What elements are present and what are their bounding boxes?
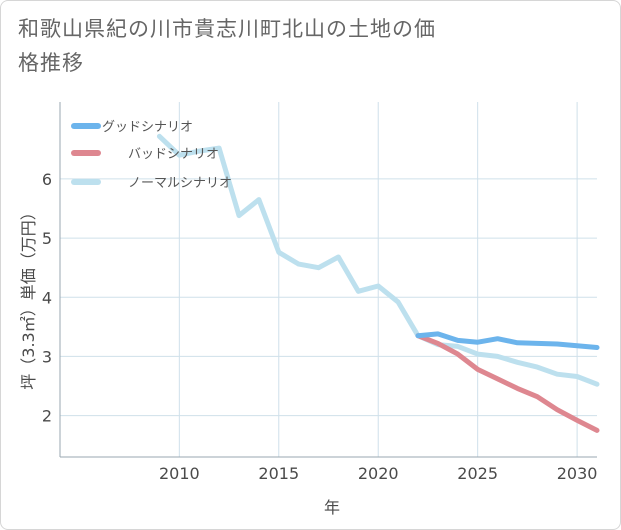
series-line-good: [415, 331, 600, 350]
y-tick-label: 5: [42, 229, 52, 248]
y-tick-label: 4: [42, 288, 52, 307]
chart-title: 和歌山県紀の川市貴志川町北山の土地の価格推移: [18, 17, 436, 75]
y-tick-labels: 2 3 4 5 6: [42, 170, 52, 426]
legend-label: グッドシナリオ: [102, 120, 193, 135]
grid-lines: [60, 102, 597, 457]
series-line-normal: [156, 133, 600, 387]
legend-label: バッドシナリオ: [128, 147, 219, 162]
series-lines: [156, 133, 600, 433]
x-tick-labels: 2010 2015 2020 2025 2030: [159, 464, 597, 483]
x-tick-label: 2025: [457, 464, 498, 483]
y-tick-label: 3: [42, 347, 52, 366]
y-axis-label: 坪（3.3㎡）単価（万円）: [19, 204, 38, 389]
x-tick-label: 2015: [258, 464, 299, 483]
x-axis-label: 年: [324, 498, 340, 517]
y-tick-label: 2: [42, 407, 52, 426]
legend-label: ノーマルシナリオ: [128, 176, 232, 191]
x-tick-label: 2010: [159, 464, 200, 483]
x-tick-label: 2020: [358, 464, 399, 483]
x-tick-label: 2030: [557, 464, 598, 483]
plot-axes: [59, 102, 597, 458]
series-line-bad: [415, 333, 600, 433]
y-tick-label: 6: [42, 170, 52, 189]
